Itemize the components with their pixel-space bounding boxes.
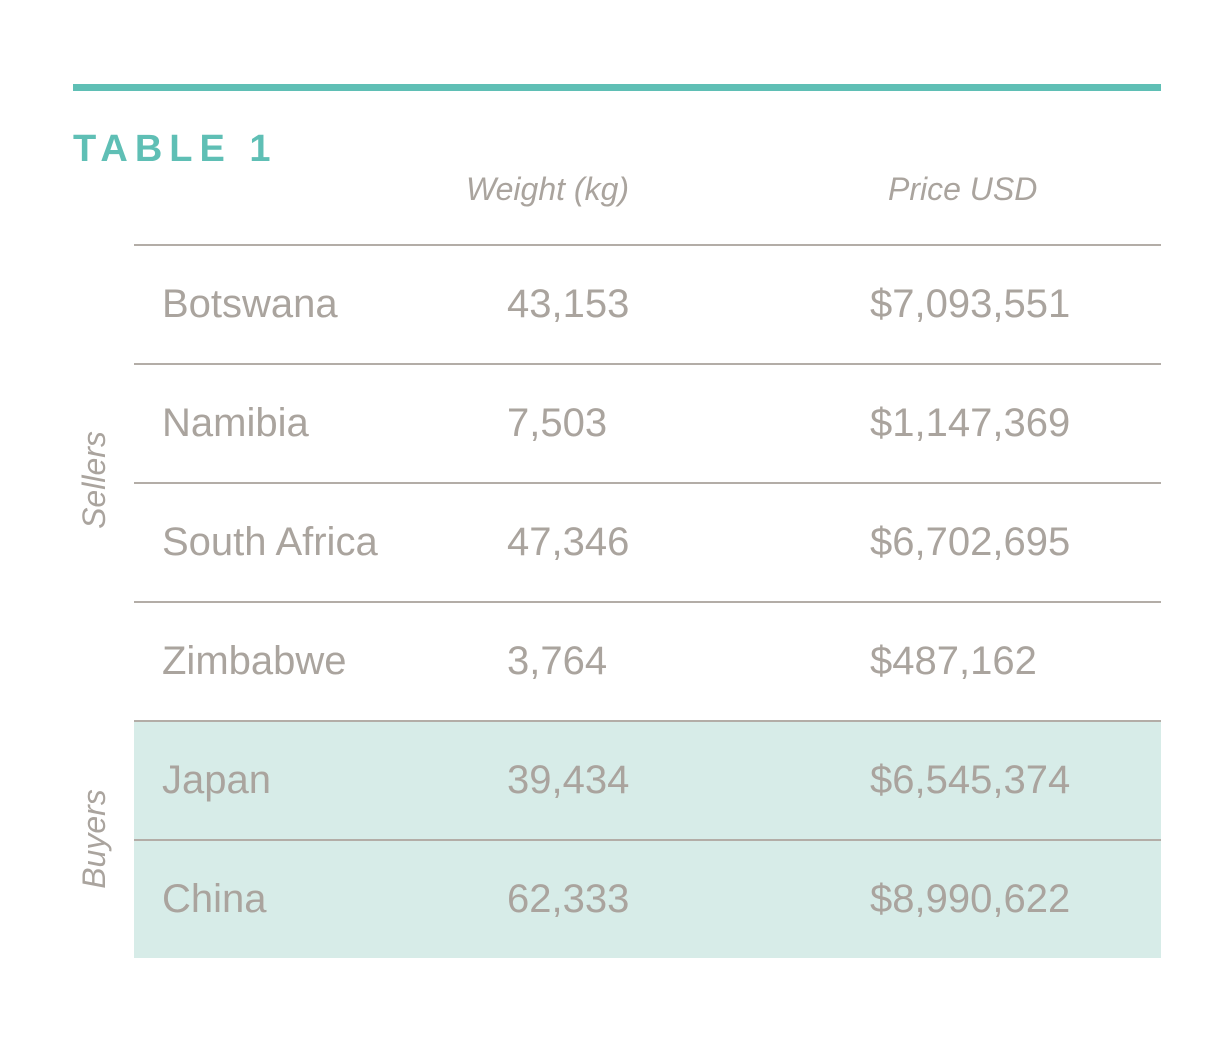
country-cell: China: [162, 877, 267, 921]
price-cell: $8,990,622: [870, 877, 1071, 921]
table-row: Namibia 7,503 $1,147,369: [134, 363, 1161, 482]
country-cell: Namibia: [162, 401, 309, 445]
price-cell: $1,147,369: [870, 401, 1071, 445]
data-table: Botswana 43,153 $7,093,551 Namibia 7,503…: [134, 244, 1161, 958]
weight-cell: 43,153: [507, 282, 630, 326]
weight-cell: 62,333: [507, 877, 630, 921]
price-cell: $6,702,695: [870, 520, 1071, 564]
group-label-buyers: Buyers: [76, 789, 112, 889]
group-label-sellers: Sellers: [76, 431, 112, 529]
table-row: Botswana 43,153 $7,093,551: [134, 244, 1161, 363]
price-cell: $7,093,551: [870, 282, 1071, 326]
price-cell: $487,162: [870, 639, 1037, 683]
price-cell: $6,545,374: [870, 758, 1071, 802]
country-cell: Zimbabwe: [162, 639, 347, 683]
column-header-weight: Weight (kg): [466, 171, 630, 207]
weight-cell: 47,346: [507, 520, 630, 564]
table-row-buyer: China 62,333 $8,990,622: [134, 839, 1161, 958]
table-title: TABLE 1: [73, 128, 278, 170]
table-row-buyer: Japan 39,434 $6,545,374: [134, 720, 1161, 839]
table-row: Zimbabwe 3,764 $487,162: [134, 601, 1161, 720]
weight-cell: 39,434: [507, 758, 630, 802]
country-cell: Japan: [162, 758, 271, 802]
weight-cell: 7,503: [507, 401, 608, 445]
weight-cell: 3,764: [507, 639, 608, 683]
country-cell: South Africa: [162, 520, 378, 564]
country-cell: Botswana: [162, 282, 338, 326]
column-header-price: Price USD: [888, 171, 1038, 207]
top-accent-rule: [73, 84, 1161, 91]
table-row: South Africa 47,346 $6,702,695: [134, 482, 1161, 601]
